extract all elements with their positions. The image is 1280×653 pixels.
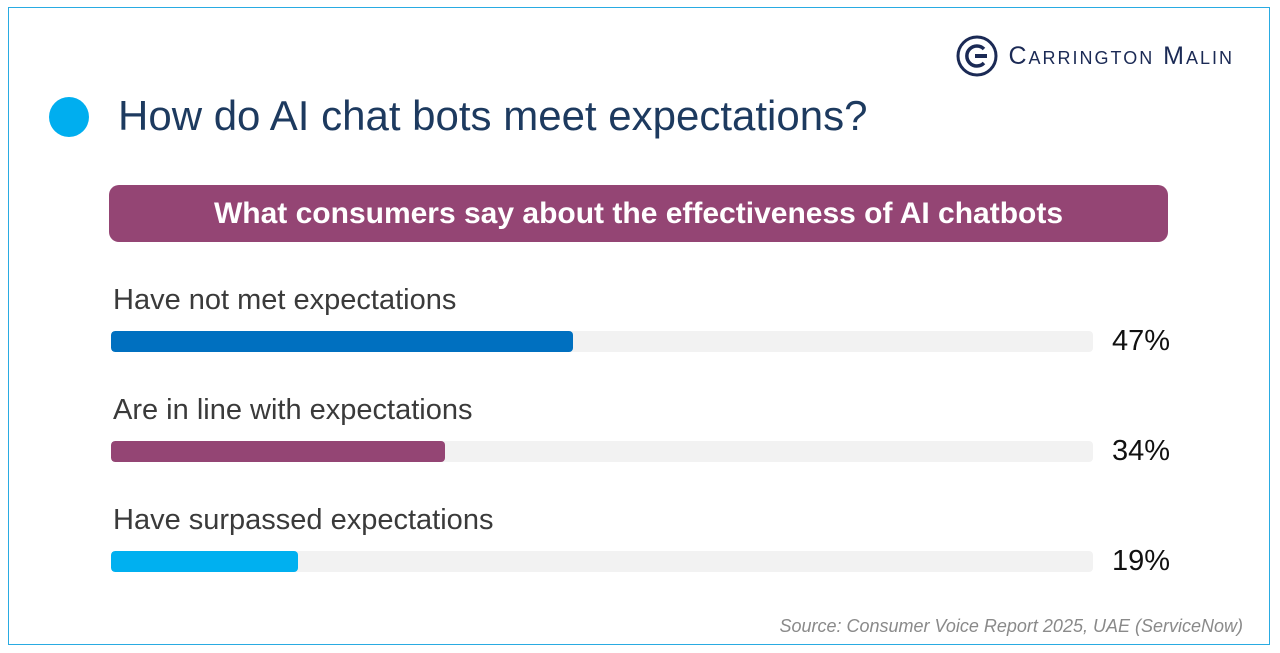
bar-fill	[111, 331, 573, 352]
page-title: How do AI chat bots meet expectations?	[118, 92, 868, 139]
bar-label: Have surpassed expectations	[113, 504, 494, 536]
source-note: Source: Consumer Voice Report 2025, UAE …	[779, 616, 1243, 636]
bar-track	[111, 441, 1093, 462]
chart-banner-text: What consumers say about the effectivene…	[213, 196, 1064, 230]
bar-label: Are in line with expectations	[113, 394, 473, 426]
chart-frame	[8, 7, 1270, 645]
brand-name: Carrington Malin	[1008, 41, 1234, 70]
bar-value-label: 47%	[1111, 325, 1170, 357]
chart-banner: What consumers say about the effectivene…	[109, 185, 1168, 242]
brand-logo-icon	[956, 35, 998, 77]
bar-fill	[111, 441, 445, 462]
bar-track	[111, 331, 1093, 352]
bar-fill	[111, 551, 298, 572]
bar-track	[111, 551, 1093, 572]
bar-value-label: 34%	[1111, 435, 1170, 467]
brand: Carrington Malin	[956, 35, 1234, 77]
bar-value-label: 19%	[1111, 545, 1170, 577]
title-bullet-icon	[49, 97, 89, 137]
bar-label: Have not met expectations	[113, 284, 457, 316]
